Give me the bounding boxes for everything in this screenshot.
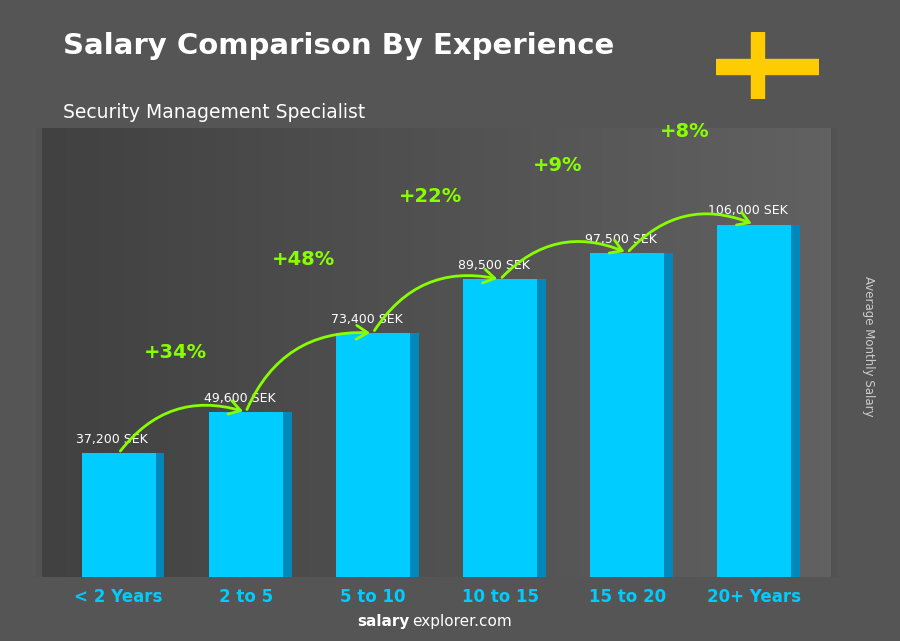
Bar [590, 253, 664, 577]
Bar [791, 224, 800, 577]
Text: 106,000 SEK: 106,000 SEK [708, 204, 788, 217]
Text: +48%: +48% [272, 250, 335, 269]
Bar [410, 333, 418, 577]
Text: +22%: +22% [399, 187, 462, 206]
Text: +34%: +34% [144, 344, 207, 362]
Bar [209, 412, 283, 577]
Bar [537, 279, 545, 577]
Bar [717, 224, 791, 577]
Bar [716, 59, 819, 74]
Bar [464, 279, 537, 577]
Text: Average Monthly Salary: Average Monthly Salary [862, 276, 875, 417]
Text: +9%: +9% [533, 156, 582, 174]
FancyArrowPatch shape [374, 269, 495, 331]
Bar [752, 32, 764, 99]
FancyArrowPatch shape [121, 401, 240, 451]
Bar [156, 453, 165, 577]
FancyArrowPatch shape [629, 212, 750, 251]
Text: 73,400 SEK: 73,400 SEK [330, 313, 402, 326]
Text: salary: salary [357, 615, 410, 629]
Text: explorer.com: explorer.com [412, 615, 512, 629]
Bar [336, 333, 410, 577]
FancyArrowPatch shape [502, 240, 622, 278]
Text: Security Management Specialist: Security Management Specialist [63, 103, 365, 122]
FancyArrowPatch shape [247, 326, 367, 410]
Text: 49,600 SEK: 49,600 SEK [203, 392, 275, 404]
Bar [283, 412, 292, 577]
Bar [82, 453, 156, 577]
Text: 89,500 SEK: 89,500 SEK [458, 259, 530, 272]
Text: 37,200 SEK: 37,200 SEK [76, 433, 148, 446]
Text: Salary Comparison By Experience: Salary Comparison By Experience [63, 32, 614, 60]
Bar [664, 253, 673, 577]
Text: +8%: +8% [660, 122, 709, 141]
Text: 97,500 SEK: 97,500 SEK [585, 233, 657, 246]
